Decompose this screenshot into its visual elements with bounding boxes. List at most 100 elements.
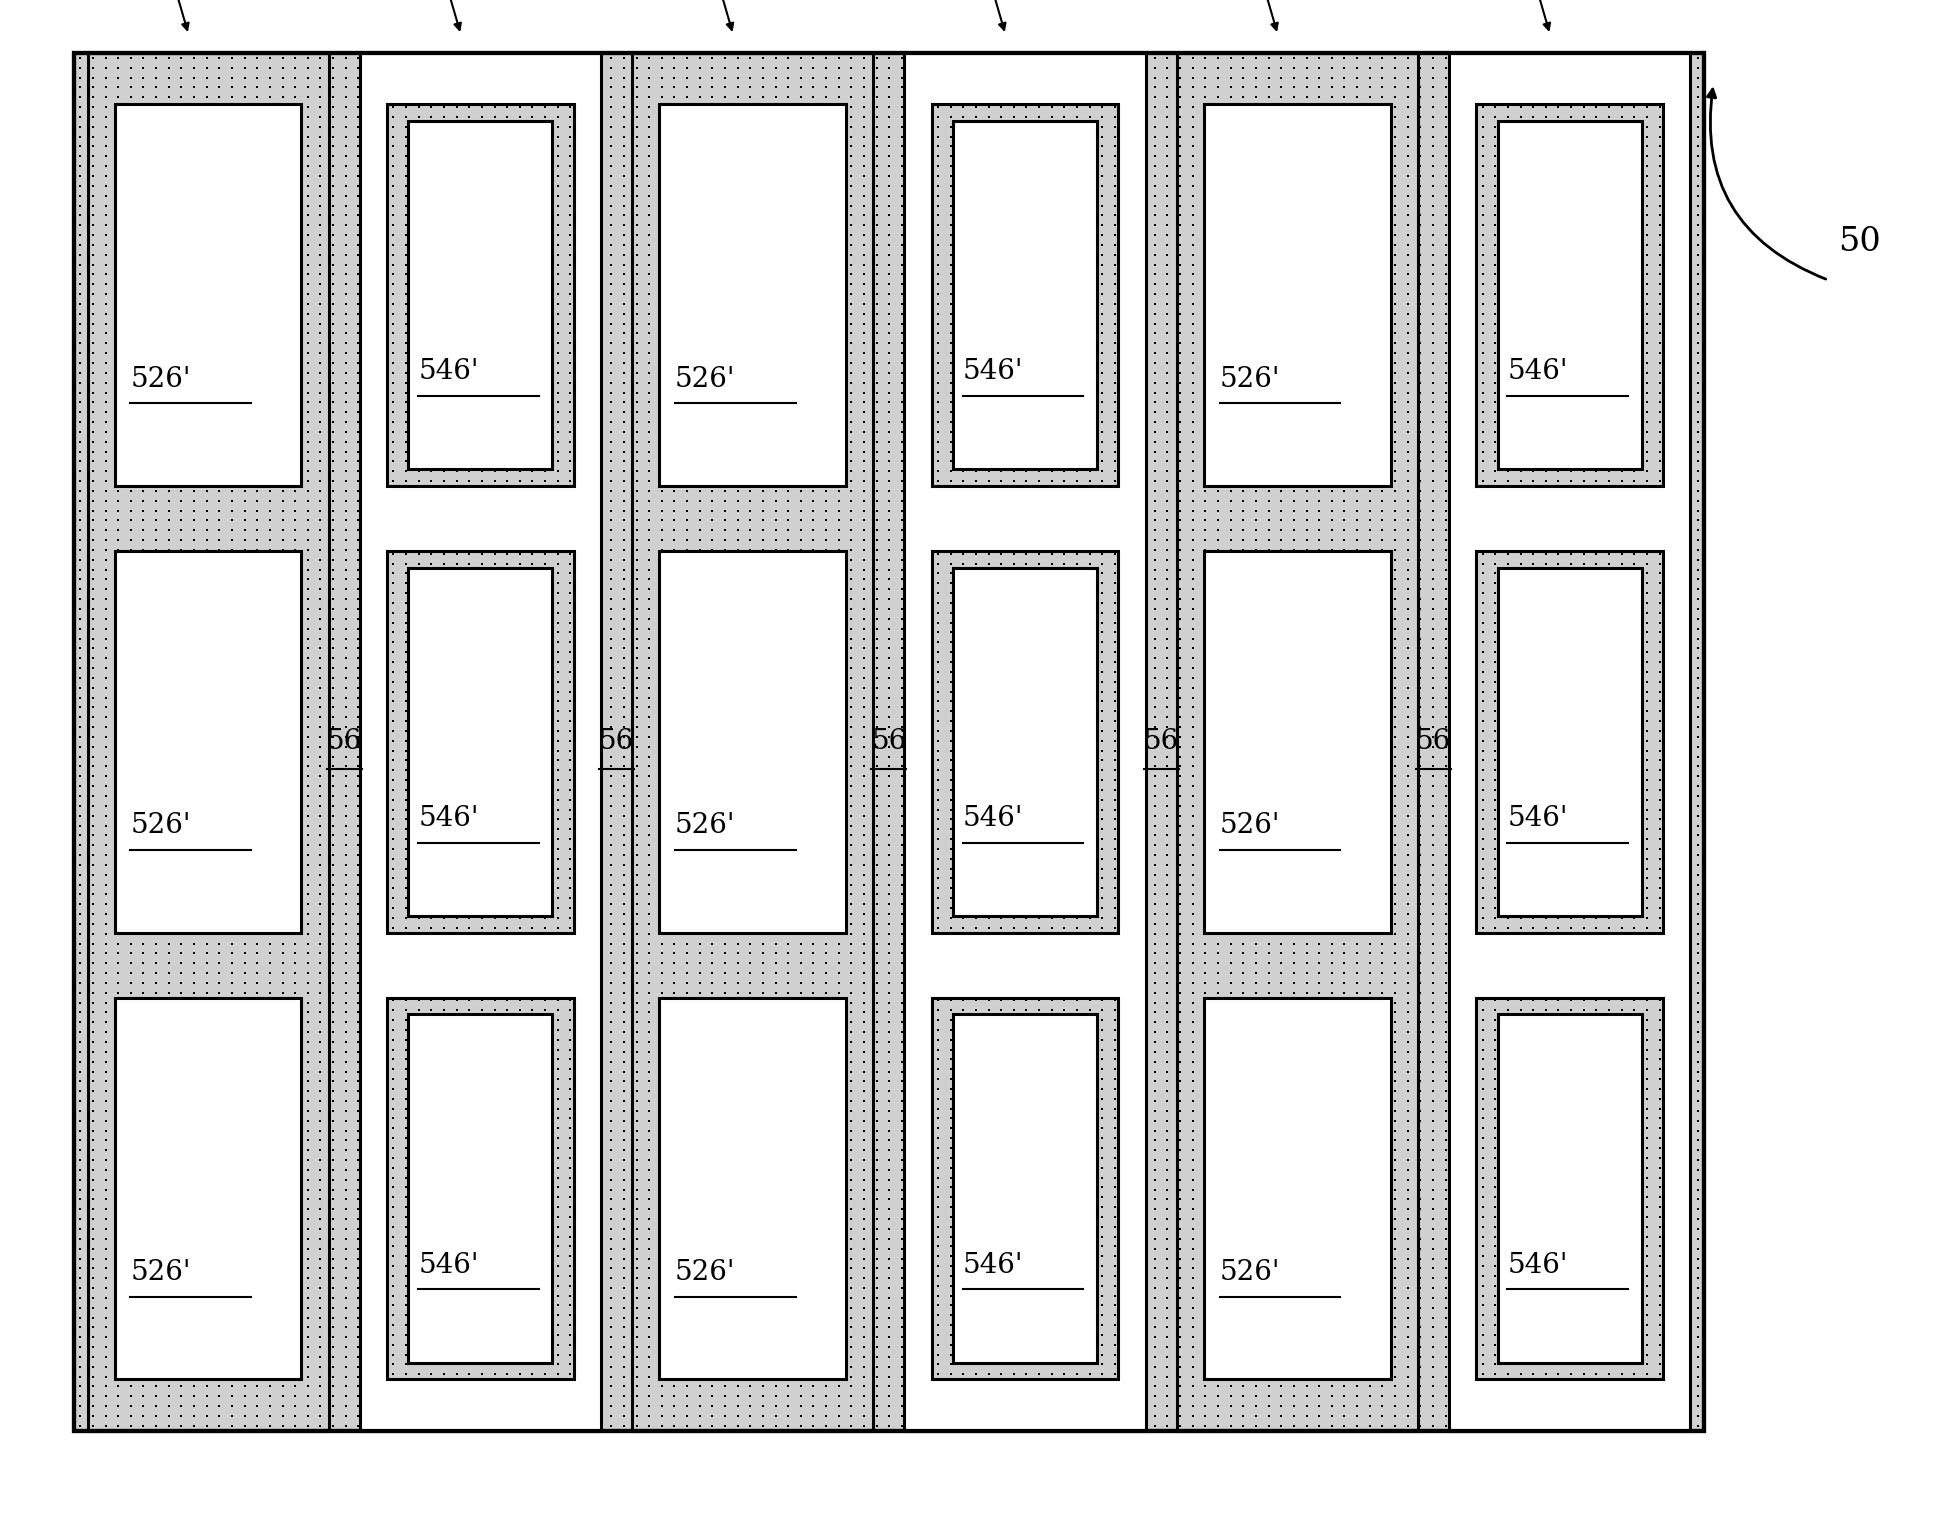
Point: [64, 1119, 95, 1143]
Point: [988, 824, 1019, 848]
Point: [230, 548, 261, 572]
Point: [280, 892, 311, 916]
Point: [620, 745, 652, 769]
Point: [508, 1069, 539, 1093]
Point: [230, 1089, 261, 1113]
Point: [558, 942, 589, 966]
Point: [722, 1384, 753, 1408]
Point: [89, 115, 121, 139]
Point: [103, 725, 134, 749]
Point: [469, 410, 500, 435]
Point: [1039, 450, 1070, 474]
Point: [722, 1187, 753, 1211]
Point: [584, 1257, 615, 1281]
Point: [1593, 1155, 1624, 1179]
Point: [823, 616, 854, 640]
Point: [1607, 223, 1638, 247]
Point: [368, 587, 399, 612]
Point: [797, 450, 829, 474]
Point: [986, 1185, 1017, 1210]
Point: [1062, 650, 1093, 674]
Point: [1570, 990, 1601, 1014]
Point: [482, 1079, 513, 1104]
Point: [998, 1323, 1029, 1347]
Point: [519, 391, 550, 415]
Point: [786, 391, 817, 415]
Point: [1000, 951, 1031, 975]
Point: [1126, 253, 1157, 277]
Point: [492, 124, 523, 148]
Point: [634, 1060, 665, 1084]
Point: [1190, 852, 1221, 877]
Point: [1039, 872, 1070, 896]
Point: [797, 1335, 829, 1360]
Point: [1657, 371, 1688, 395]
Point: [1671, 725, 1702, 749]
Point: [1618, 1008, 1649, 1033]
Point: [1556, 754, 1587, 778]
Point: [128, 1099, 159, 1123]
Point: [1443, 124, 1474, 148]
Point: [533, 489, 564, 513]
Point: [1455, 301, 1486, 326]
Point: [241, 793, 272, 818]
Point: [1581, 1276, 1612, 1301]
Point: [103, 194, 134, 218]
Point: [1505, 360, 1537, 385]
Point: [947, 1323, 978, 1347]
Point: [1241, 1099, 1272, 1123]
Point: [1000, 154, 1031, 179]
Point: [1074, 1076, 1105, 1101]
Point: [545, 518, 576, 542]
Point: [492, 1126, 523, 1151]
Point: [1050, 843, 1081, 868]
Point: [1517, 203, 1548, 227]
Point: [529, 542, 560, 566]
Point: [280, 597, 311, 621]
Point: [418, 961, 449, 986]
Point: [961, 1048, 992, 1072]
Point: [710, 301, 741, 326]
Point: [1632, 439, 1663, 463]
Point: [1087, 787, 1118, 812]
Point: [685, 824, 716, 848]
Point: [1393, 1020, 1424, 1045]
Point: [418, 548, 449, 572]
Point: [165, 242, 196, 266]
Point: [331, 981, 362, 1005]
Point: [280, 804, 311, 828]
Point: [1581, 262, 1612, 286]
Point: [873, 765, 904, 789]
Point: [1531, 1323, 1562, 1347]
Point: [266, 1139, 298, 1163]
Point: [1177, 1246, 1208, 1270]
Point: [1519, 459, 1550, 483]
Point: [1644, 253, 1675, 277]
Point: [1542, 321, 1574, 345]
Point: [1037, 391, 1068, 415]
Point: [634, 1226, 665, 1251]
Point: [377, 262, 408, 286]
Point: [848, 675, 879, 699]
Point: [947, 1087, 978, 1111]
Point: [1607, 877, 1638, 901]
Point: [1505, 942, 1537, 966]
Point: [241, 1060, 272, 1084]
Point: [1556, 1148, 1587, 1172]
Point: [986, 669, 1017, 693]
Point: [255, 1384, 286, 1408]
Point: [504, 886, 535, 910]
Point: [128, 911, 159, 936]
Point: [418, 1335, 449, 1360]
Point: [862, 765, 893, 789]
Point: [1140, 233, 1171, 257]
Point: [1025, 1030, 1056, 1054]
Point: [1480, 798, 1511, 822]
Point: [393, 607, 424, 631]
Point: [1581, 391, 1612, 415]
Point: [1570, 852, 1601, 877]
Point: [443, 1344, 475, 1369]
Point: [1505, 601, 1537, 625]
Point: [1013, 695, 1044, 719]
Point: [529, 1363, 560, 1387]
